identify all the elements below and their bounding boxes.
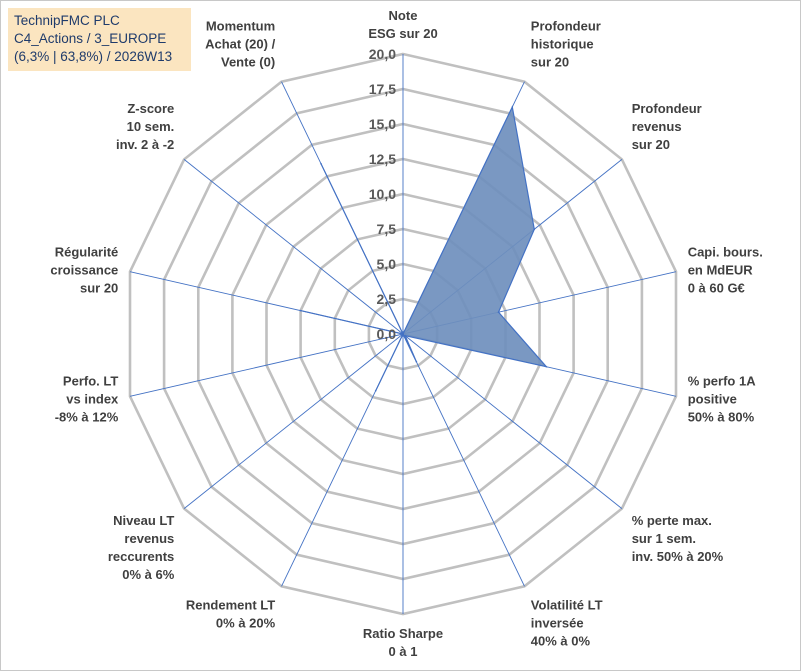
axis-label-line: Profondeur: [632, 101, 702, 116]
axis-label-line: ESG sur 20: [368, 26, 437, 41]
axis-label-line: reccurents: [108, 549, 174, 564]
axis-label-line: positive: [688, 392, 737, 407]
axis-label-line: Rendement LT: [186, 597, 275, 612]
series-point: [545, 365, 548, 368]
series-point: [402, 333, 404, 335]
series-point: [404, 334, 407, 337]
axis-label-line: Profondeur: [531, 19, 601, 34]
axis-label-line: Z-score: [127, 101, 174, 116]
axis-label: Régularité croissance sur 20: [50, 245, 118, 296]
axis-label-line: 0% à 20%: [216, 615, 276, 630]
axis-label: % perfo 1A positive 50% à 80%: [688, 374, 757, 425]
axis-label-line: 10 sem.: [127, 119, 175, 134]
series-point: [415, 360, 418, 363]
axis-label-line: sur 20: [80, 281, 118, 296]
axis-label: Capi. bours. en MdEUR 0 à 60 G€: [688, 245, 763, 296]
tick-label: 7,5: [377, 221, 397, 237]
axis-label-line: % perte max.: [632, 513, 712, 528]
axis-label-line: sur 1 sem.: [632, 531, 696, 546]
axis-label: Niveau LT revenus reccurents 0% à 6%: [108, 513, 175, 582]
series-point: [320, 162, 322, 165]
axis-label-line: 0 à 1: [389, 644, 418, 659]
radar-axis-labels: Note ESG sur 20 Profondeur historique sur 20…: [50, 8, 762, 659]
axis-label-line: % perfo 1A: [688, 374, 757, 389]
company-name: TechnipFMC PLC: [14, 13, 120, 28]
axis-label: Profondeur revenus sur 20: [632, 101, 702, 152]
axis-label-line: Achat (20) /: [205, 37, 275, 52]
axis-label-line: Momentum: [206, 19, 275, 34]
stats-label: (6,3% | 63,8%) / 2026W13: [14, 49, 173, 64]
axis-label-line: 0% à 6%: [122, 567, 174, 582]
tick-label: 15,0: [369, 116, 396, 132]
axis-spoke: [183, 333, 404, 509]
axis-spoke: [402, 333, 623, 509]
tick-label: 10,0: [369, 186, 396, 202]
axis-label: Ratio Sharpe 0 à 1: [363, 626, 443, 659]
axis-label-line: -8% à 12%: [55, 410, 119, 425]
tick-label: 5,0: [377, 256, 397, 272]
axis-label-line: Perfo. LT: [63, 374, 118, 389]
tick-label: 2,5: [377, 291, 397, 307]
series-point: [374, 390, 377, 392]
series-point: [533, 228, 536, 231]
axis-label-line: inversée: [531, 615, 584, 630]
axis-label-line: croissance: [50, 263, 118, 278]
axis-label-line: vs index: [66, 392, 119, 407]
axis-label: Rendement LT 0% à 20%: [186, 597, 276, 630]
radar-series: [299, 105, 548, 392]
portfolio-label: C4_Actions / 3_EUROPE: [14, 31, 167, 46]
radar-tick-labels: 0,0 2,5 5,0 7,5 10,0 12,5 15,0 17,5 20,0: [369, 46, 396, 342]
axis-label-line: en MdEUR: [688, 263, 754, 278]
series-point: [497, 311, 500, 314]
axis-spoke: [402, 333, 525, 587]
axis-label: % perte max. sur 1 sem. inv. 50% à 20%: [632, 513, 724, 564]
axis-label: Profondeur historique sur 20: [531, 19, 601, 70]
axis-label-line: Vente (0): [221, 55, 275, 70]
axis-label-line: 0 à 60 G€: [688, 281, 745, 296]
axis-label-line: Volatilité LT: [531, 597, 603, 612]
axis-label-line: Capi. bours.: [688, 245, 763, 260]
tick-label: 20,0: [369, 46, 396, 62]
axis-label-line: 40% à 0%: [531, 633, 591, 648]
axis-label: Z-score 10 sem. inv. 2 à -2: [116, 101, 174, 152]
tick-label: 17,5: [369, 81, 396, 97]
axis-spoke: [129, 333, 404, 397]
axis-label-line: historique: [531, 37, 594, 52]
axis-label-line: revenus: [124, 531, 174, 546]
title-box: TechnipFMC PLC C4_Actions / 3_EUROPE (6,…: [8, 8, 191, 71]
axis-label: Momentum Achat (20) / Vente (0): [205, 19, 275, 70]
axis-label-line: Note: [389, 8, 418, 23]
axis-label-line: Ratio Sharpe: [363, 626, 443, 641]
axis-label-line: revenus: [632, 119, 682, 134]
axis-label: Note ESG sur 20: [368, 8, 437, 41]
axis-label-line: Niveau LT: [113, 513, 174, 528]
axis-label-line: sur 20: [632, 137, 670, 152]
axis-spoke: [183, 159, 404, 335]
axis-label-line: Régularité: [55, 245, 119, 260]
axis-label: Perfo. LT vs index -8% à 12%: [55, 374, 119, 425]
series-point: [299, 309, 302, 312]
series-point: [511, 106, 514, 108]
series-area: [300, 105, 548, 392]
tick-label: 12,5: [369, 151, 396, 167]
axis-label-line: 50% à 80%: [688, 410, 755, 425]
axis-label-line: sur 20: [531, 55, 569, 70]
tick-label: 0,0: [377, 326, 397, 342]
axis-label: Volatilité LT inversée 40% à 0%: [531, 597, 603, 648]
axis-label-line: inv. 50% à 20%: [632, 549, 724, 564]
axis-label-line: inv. 2 à -2: [116, 137, 174, 152]
